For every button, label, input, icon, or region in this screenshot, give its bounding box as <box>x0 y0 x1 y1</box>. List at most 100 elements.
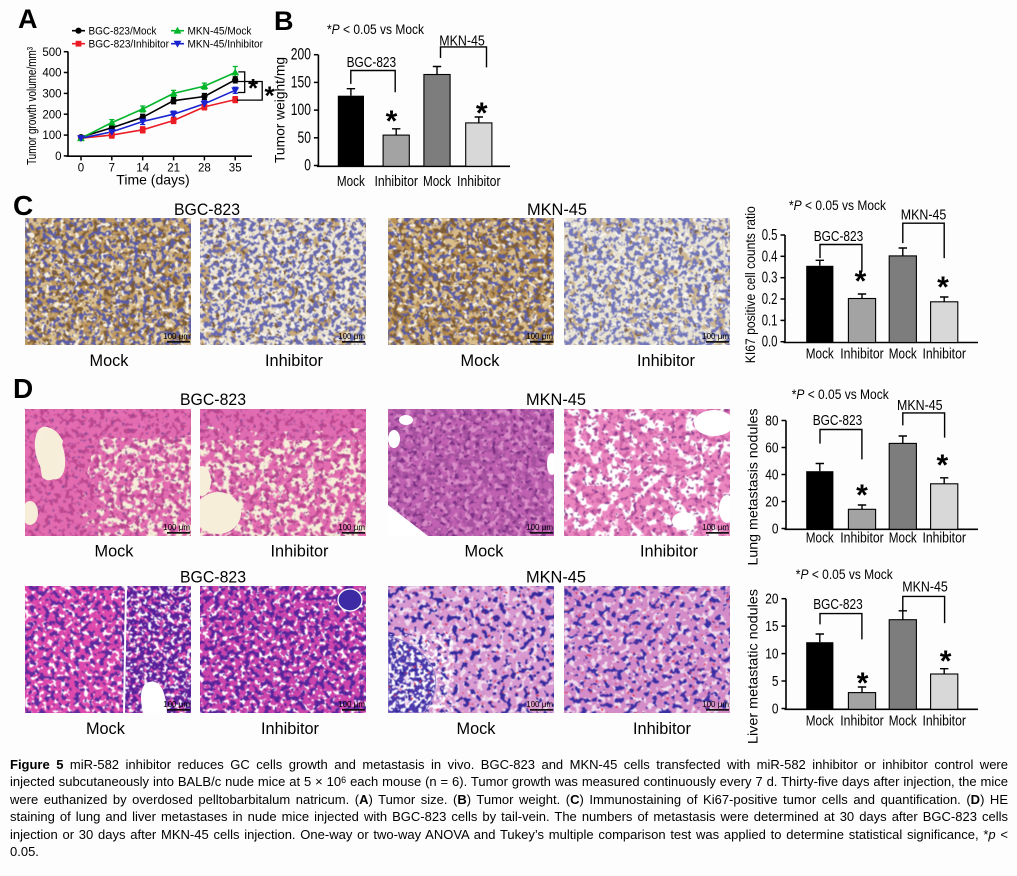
svg-text:BGC-823: BGC-823 <box>813 413 863 429</box>
svg-text:28: 28 <box>198 163 211 175</box>
svg-text:Inhibitor: Inhibitor <box>922 531 966 547</box>
svg-text:Inhibitor: Inhibitor <box>261 720 320 738</box>
svg-text:Inhibitor: Inhibitor <box>265 352 324 370</box>
svg-text:Mock: Mock <box>423 174 452 190</box>
svg-text:100 μm: 100 μm <box>338 523 365 532</box>
svg-text:300: 300 <box>42 89 61 101</box>
svg-text:Inhibitor: Inhibitor <box>840 347 884 363</box>
svg-text:35: 35 <box>229 163 242 175</box>
svg-text:0.4: 0.4 <box>762 248 778 265</box>
svg-text:21: 21 <box>167 163 180 175</box>
svg-text:*: * <box>937 271 949 304</box>
svg-text:7: 7 <box>109 163 115 175</box>
svg-text:BGC-823: BGC-823 <box>180 569 246 587</box>
svg-text:*: * <box>857 667 869 700</box>
svg-text:100 μm: 100 μm <box>338 700 365 709</box>
svg-text:Mock: Mock <box>337 174 366 190</box>
svg-text:Mock: Mock <box>90 352 130 370</box>
svg-text:Lung metastasis nodules: Lung metastasis nodules <box>746 408 761 565</box>
svg-text:0.3: 0.3 <box>762 270 778 287</box>
svg-text:0.1: 0.1 <box>762 312 778 329</box>
svg-text:Mock: Mock <box>806 714 835 730</box>
svg-text:Inhibitor: Inhibitor <box>633 720 692 738</box>
svg-text:0.5: 0.5 <box>762 227 778 244</box>
svg-text:MKN-45: MKN-45 <box>527 201 587 219</box>
svg-text:BGC-823: BGC-823 <box>814 229 864 245</box>
svg-text:MKN-45/Inhibitor: MKN-45/Inhibitor <box>188 39 264 51</box>
svg-text:200: 200 <box>291 45 311 64</box>
svg-text:20: 20 <box>765 494 778 511</box>
svg-text:*: * <box>265 81 276 111</box>
svg-text:*P < 0.05 vs Mock: *P < 0.05 vs Mock <box>792 387 889 402</box>
svg-text:0: 0 <box>304 156 311 175</box>
svg-text:MKN-45: MKN-45 <box>901 208 947 224</box>
svg-text:500: 500 <box>42 47 61 59</box>
svg-text:Inhibitor: Inhibitor <box>922 347 966 363</box>
svg-text:100 μm: 100 μm <box>702 700 729 709</box>
svg-text:100 μm: 100 μm <box>702 332 729 341</box>
svg-text:Inhibitor: Inhibitor <box>637 352 696 370</box>
svg-text:100 μm: 100 μm <box>338 332 365 341</box>
svg-text:MKN-45: MKN-45 <box>439 34 485 50</box>
svg-text:100 μm: 100 μm <box>526 332 553 341</box>
svg-text:*P < 0.05 vs Mock: *P < 0.05 vs Mock <box>796 567 893 582</box>
svg-text:Mock: Mock <box>461 352 501 370</box>
svg-text:100 μm: 100 μm <box>526 523 553 532</box>
svg-text:0.2: 0.2 <box>762 291 778 308</box>
svg-text:200: 200 <box>42 109 61 121</box>
svg-text:Tumor weight/mg: Tumor weight/mg <box>273 57 288 163</box>
svg-text:*: * <box>936 449 948 482</box>
svg-text:*: * <box>940 645 952 678</box>
svg-text:Mock: Mock <box>457 720 497 738</box>
svg-text:*: * <box>248 73 259 103</box>
svg-text:20: 20 <box>765 591 778 608</box>
svg-text:Inhibitor: Inhibitor <box>457 174 501 190</box>
svg-text:MKN-45: MKN-45 <box>526 391 586 409</box>
svg-text:400: 400 <box>42 68 61 80</box>
svg-text:*P < 0.05 vs Mock: *P < 0.05 vs Mock <box>789 198 886 213</box>
svg-text:*P < 0.05 vs Mock: *P < 0.05 vs Mock <box>327 22 424 37</box>
svg-text:KI67 positive cell counts rati: KI67 positive cell counts ratio <box>743 206 758 363</box>
svg-text:BGC-823: BGC-823 <box>180 391 246 409</box>
svg-text:100 μm: 100 μm <box>526 700 553 709</box>
svg-text:BGC-823: BGC-823 <box>174 201 240 219</box>
svg-text:MKN-45: MKN-45 <box>526 569 586 587</box>
svg-text:0: 0 <box>78 163 84 175</box>
svg-text:40: 40 <box>765 467 778 484</box>
svg-text:Mock: Mock <box>806 347 835 363</box>
svg-text:100 μm: 100 μm <box>163 700 190 709</box>
svg-text:Tumor growth volume/mm³: Tumor growth volume/mm³ <box>24 47 39 165</box>
svg-text:BGC-823/Mock: BGC-823/Mock <box>89 26 158 38</box>
svg-text:Mock: Mock <box>95 543 135 561</box>
svg-text:14: 14 <box>136 163 149 175</box>
svg-text:Inhibitor: Inhibitor <box>840 531 884 547</box>
svg-text:0: 0 <box>772 521 779 538</box>
svg-text:BGC-823/Inhibitor: BGC-823/Inhibitor <box>89 39 170 51</box>
svg-text:*: * <box>856 479 868 512</box>
svg-text:Inhibitor: Inhibitor <box>922 714 966 730</box>
svg-text:Mock: Mock <box>889 714 918 730</box>
svg-text:0: 0 <box>772 701 779 718</box>
svg-text:0.0: 0.0 <box>762 334 778 351</box>
svg-text:*: * <box>855 265 867 298</box>
svg-text:Inhibitor: Inhibitor <box>840 714 884 730</box>
svg-text:BGC-823: BGC-823 <box>813 597 863 613</box>
svg-text:Inhibitor: Inhibitor <box>271 543 330 561</box>
svg-text:MKN-45: MKN-45 <box>897 398 943 414</box>
svg-text:150: 150 <box>291 72 311 91</box>
svg-text:100: 100 <box>291 100 311 119</box>
svg-text:Mock: Mock <box>806 531 835 547</box>
svg-text:Inhibitor: Inhibitor <box>374 174 418 190</box>
svg-text:0: 0 <box>55 151 61 163</box>
svg-text:100 μm: 100 μm <box>163 523 190 532</box>
svg-text:50: 50 <box>298 128 311 147</box>
svg-text:80: 80 <box>765 413 778 430</box>
svg-text:15: 15 <box>765 618 778 635</box>
svg-text:Time (days): Time (days) <box>116 172 189 188</box>
svg-text:5: 5 <box>772 673 779 690</box>
svg-text:100 μm: 100 μm <box>702 523 729 532</box>
svg-text:*: * <box>386 105 398 138</box>
svg-text:Liver metastatic nodules: Liver metastatic nodules <box>746 589 761 744</box>
svg-text:10: 10 <box>765 646 778 663</box>
svg-text:Mock: Mock <box>889 347 918 363</box>
